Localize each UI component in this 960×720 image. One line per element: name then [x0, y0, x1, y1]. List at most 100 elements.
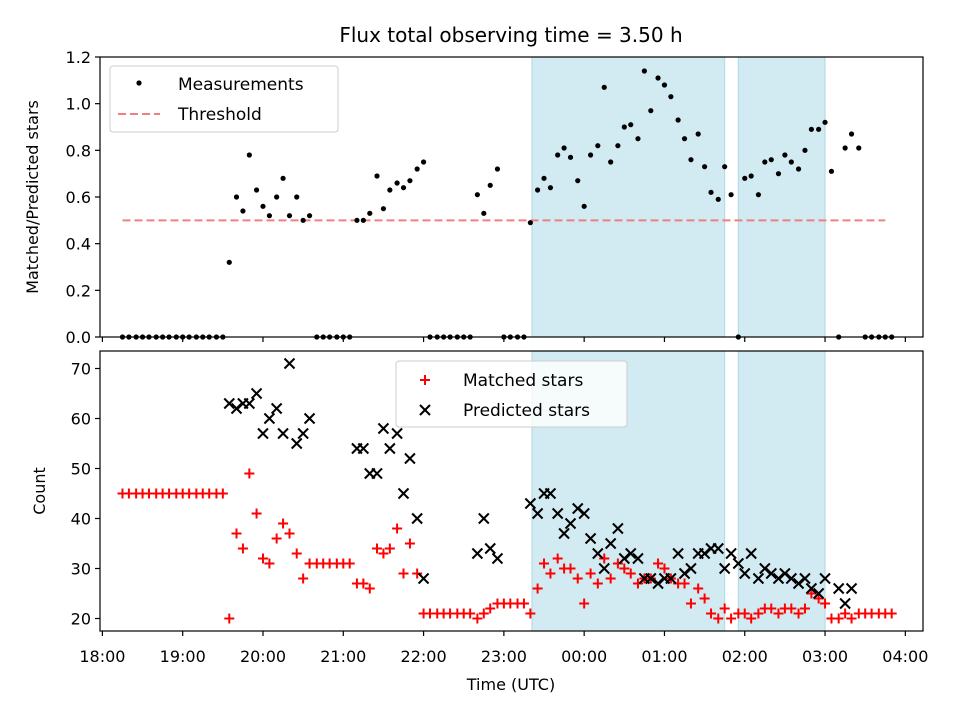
x-b	[632, 552, 644, 565]
x-b	[551, 507, 564, 520]
x-b	[799, 572, 811, 585]
predicted-star-point	[283, 357, 296, 370]
matched-star-point	[552, 553, 563, 564]
measurement-point	[193, 334, 199, 340]
matched-star-point	[693, 583, 704, 594]
matched-star-point	[679, 578, 690, 589]
matched-star-point	[485, 603, 496, 614]
y-tick-label: 40	[71, 510, 91, 529]
measurement-point	[226, 259, 232, 265]
matched-star-point	[231, 528, 242, 539]
x-b	[544, 487, 557, 500]
x-b	[531, 507, 544, 520]
measurement-point	[394, 180, 400, 186]
measurement-point	[628, 122, 634, 128]
predicted-star-point	[604, 537, 617, 550]
matched-star-point	[398, 568, 409, 579]
matched-star-point	[284, 528, 295, 539]
measurement-point	[655, 75, 661, 81]
measurement-point	[487, 182, 493, 188]
measurement-point	[441, 334, 447, 340]
measurement-point	[715, 196, 721, 202]
predicted-star-point	[478, 512, 490, 525]
predicted-star-point	[632, 552, 644, 565]
predicted-star-point	[558, 527, 570, 540]
measurement-point	[186, 334, 192, 340]
matched-star-point	[565, 563, 576, 574]
measurement-point	[461, 334, 467, 340]
measurement-point	[722, 164, 728, 170]
x-b	[243, 397, 256, 410]
matched-star-point	[518, 598, 529, 609]
matched-star-point	[532, 583, 543, 594]
measurement-point	[641, 68, 647, 74]
matched-star-point	[372, 543, 383, 554]
x-b	[612, 522, 624, 535]
predicted-star-point	[678, 567, 691, 580]
x-b	[584, 532, 597, 545]
measurement-point	[414, 166, 420, 172]
measurement-point	[581, 203, 587, 209]
predicted-star-point	[739, 567, 751, 580]
x-tick-label: 03:00	[802, 647, 848, 666]
measurement-point	[294, 194, 300, 200]
measurement-point	[306, 213, 313, 219]
measurement-point	[507, 334, 513, 340]
x-b	[404, 452, 416, 465]
measurement-point	[541, 175, 547, 181]
measurement-point	[340, 334, 346, 340]
measurement-point	[126, 334, 132, 340]
x-b	[592, 547, 604, 560]
measurement-point	[762, 159, 768, 165]
matched-star-point	[840, 608, 851, 619]
measurement-point	[702, 164, 708, 170]
predicted-star-point	[645, 572, 657, 585]
matched-star-point	[404, 538, 415, 549]
matched-star-point	[706, 608, 717, 619]
measurement-point	[561, 145, 567, 151]
measurement-point	[501, 334, 507, 340]
measurement-point	[742, 175, 748, 181]
legend-x-b	[419, 404, 431, 416]
predicted-star-point	[357, 442, 370, 455]
predicted-star-point	[652, 577, 664, 590]
x-b	[645, 572, 657, 585]
matched-star-point	[699, 593, 710, 604]
legend-predicted-label: Predicted stars	[463, 401, 590, 421]
x-b	[578, 507, 590, 520]
matched-star-point	[746, 613, 757, 624]
matched-star-point	[271, 533, 282, 544]
x-b	[524, 497, 537, 510]
measurement-point	[735, 334, 741, 340]
predicted-star-point	[672, 547, 684, 560]
matched-star-point	[719, 603, 730, 614]
measurement-point	[481, 210, 487, 216]
x-b	[785, 572, 798, 585]
observing-window-1	[531, 56, 726, 338]
y-tick-label: 0.2	[66, 281, 91, 300]
predicted-star-point	[384, 442, 396, 455]
matched-star-point	[378, 548, 389, 559]
measurement-point	[668, 94, 674, 100]
measurement-point	[889, 334, 895, 340]
x-b	[698, 547, 711, 560]
predicted-star-point	[397, 487, 410, 500]
measurement-point	[300, 217, 306, 223]
predicted-star-point	[303, 412, 316, 425]
ratio-legend: Measurements Threshold	[109, 65, 339, 133]
measurement-point	[748, 173, 754, 179]
predicted-star-point	[698, 547, 711, 560]
matched-star-point	[726, 613, 737, 624]
measurement-point	[695, 131, 701, 137]
measurement-point	[427, 334, 433, 340]
x-tick-label: 04:00	[882, 647, 928, 666]
legend-frame	[395, 360, 628, 428]
x-b	[685, 562, 697, 575]
x-b	[805, 582, 818, 595]
x-b	[819, 572, 831, 585]
measurement-point	[153, 334, 159, 340]
matched-star-point	[465, 608, 476, 619]
measurement-point	[521, 334, 527, 340]
x-b	[564, 517, 577, 530]
matched-star-point	[625, 568, 636, 579]
